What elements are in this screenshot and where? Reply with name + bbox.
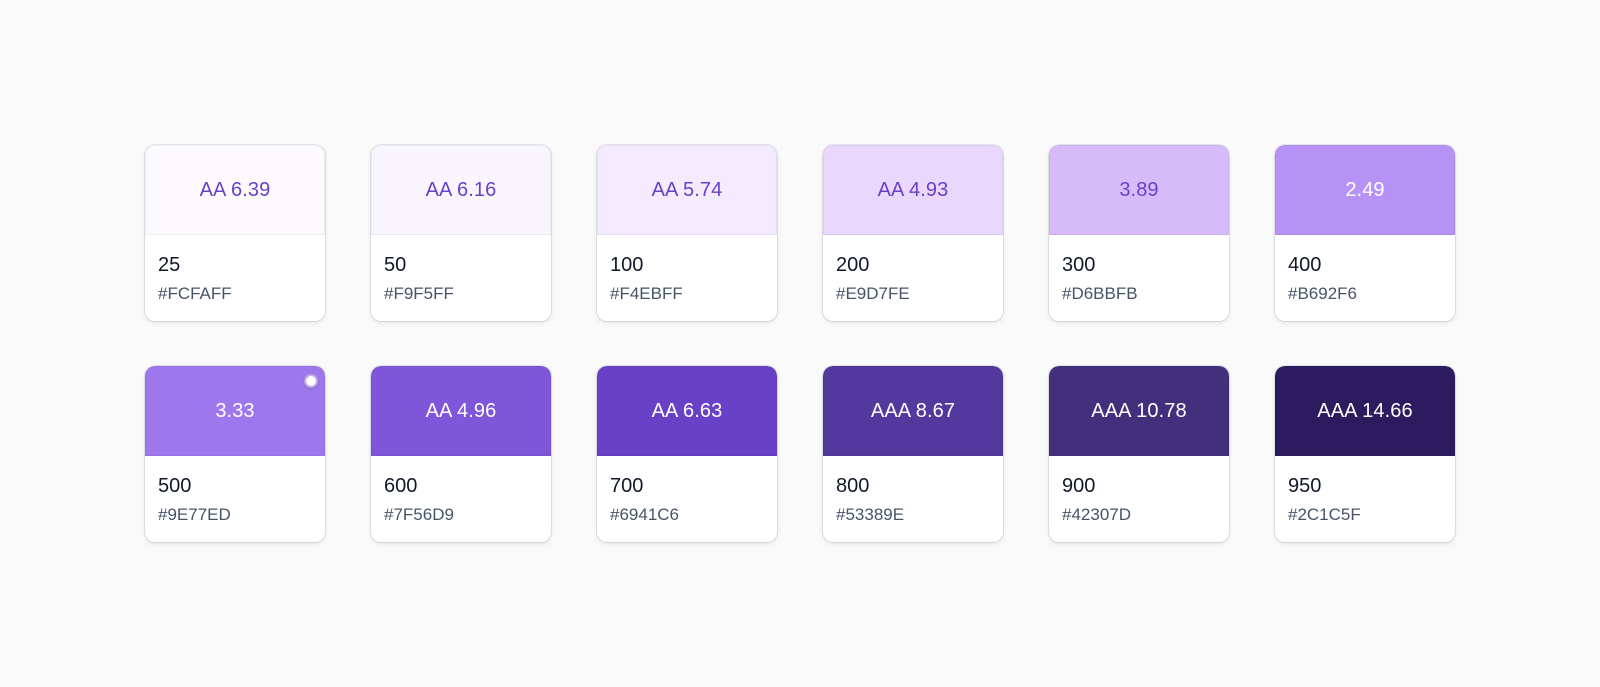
swatch-hex-label: #42307D xyxy=(1062,505,1132,524)
swatch-card-200[interactable]: AA 4.93 200 #E9D7FE xyxy=(823,145,1003,321)
swatch-color-block: AA 4.96 xyxy=(371,366,551,456)
swatch-card-900[interactable]: AAA 10.78 900 #42307D xyxy=(1049,366,1229,542)
swatch-step-label: 200 xyxy=(836,254,870,276)
swatch-hex-label: #E9D7FE xyxy=(836,284,910,303)
swatch-hex-label: #F4EBFF xyxy=(610,284,683,303)
color-palette-grid: AA 6.39 25 #FCFAFF AA 6.16 50 #F9F5FF AA… xyxy=(145,145,1455,542)
swatch-color-block: 3.89 xyxy=(1049,145,1229,235)
swatch-info: 500 #9E77ED xyxy=(145,456,325,526)
swatch-step-label: 900 xyxy=(1062,475,1096,497)
swatch-hex-label: #B692F6 xyxy=(1288,284,1357,303)
swatch-color-block: AA 5.74 xyxy=(597,145,777,235)
swatch-color-block: 3.33 xyxy=(145,366,325,456)
swatch-hex-label: #7F56D9 xyxy=(384,505,454,524)
swatch-info: 300 #D6BBFB xyxy=(1049,235,1229,305)
swatch-step-label: 100 xyxy=(610,254,644,276)
swatch-color-block: AA 6.39 xyxy=(145,145,325,235)
swatch-info: 100 #F4EBFF xyxy=(597,235,777,305)
swatch-info: 25 #FCFAFF xyxy=(145,235,325,305)
swatch-step-label: 400 xyxy=(1288,254,1322,276)
swatch-info: 900 #42307D xyxy=(1049,456,1229,526)
swatch-hex-label: #53389E xyxy=(836,505,905,524)
swatch-step-label: 300 xyxy=(1062,254,1096,276)
swatch-step-label: 800 xyxy=(836,475,870,497)
swatch-color-block: AAA 14.66 xyxy=(1275,366,1455,456)
swatch-hex-label: #9E77ED xyxy=(158,505,231,524)
swatch-info: 700 #6941C6 xyxy=(597,456,777,526)
swatch-step-label: 25 xyxy=(158,254,181,276)
swatch-info: 600 #7F56D9 xyxy=(371,456,551,526)
swatch-card-600[interactable]: AA 4.96 600 #7F56D9 xyxy=(371,366,551,542)
swatch-card-400[interactable]: 2.49 400 #B692F6 xyxy=(1275,145,1455,321)
swatch-card-950[interactable]: AAA 14.66 950 #2C1C5F xyxy=(1275,366,1455,542)
swatch-card-25[interactable]: AA 6.39 25 #FCFAFF xyxy=(145,145,325,321)
swatch-step-label: 950 xyxy=(1288,475,1322,497)
swatch-color-block: AA 6.16 xyxy=(371,145,551,235)
swatch-color-block: AA 6.63 xyxy=(597,366,777,456)
swatch-card-700[interactable]: AA 6.63 700 #6941C6 xyxy=(597,366,777,542)
swatch-step-label: 700 xyxy=(610,475,644,497)
swatch-step-label: 600 xyxy=(384,475,418,497)
swatch-hex-label: #6941C6 xyxy=(610,505,680,524)
swatch-step-label: 50 xyxy=(384,254,407,276)
swatch-card-800[interactable]: AAA 8.67 800 #53389E xyxy=(823,366,1003,542)
swatch-card-100[interactable]: AA 5.74 100 #F4EBFF xyxy=(597,145,777,321)
swatch-color-block: 2.49 xyxy=(1275,145,1455,235)
swatch-info: 400 #B692F6 xyxy=(1275,235,1455,305)
swatch-hex-label: #FCFAFF xyxy=(158,284,232,303)
swatch-info: 50 #F9F5FF xyxy=(371,235,551,305)
swatch-card-50[interactable]: AA 6.16 50 #F9F5FF xyxy=(371,145,551,321)
swatch-info: 200 #E9D7FE xyxy=(823,235,1003,305)
swatch-step-label: 500 xyxy=(158,475,192,497)
swatch-hex-label: #F9F5FF xyxy=(384,284,454,303)
swatch-color-block: AAA 10.78 xyxy=(1049,366,1229,456)
swatch-hex-label: #D6BBFB xyxy=(1062,284,1138,303)
swatch-card-500[interactable]: 3.33 500 #9E77ED xyxy=(145,366,325,542)
swatch-color-block: AAA 8.67 xyxy=(823,366,1003,456)
swatch-info: 950 #2C1C5F xyxy=(1275,456,1455,526)
swatch-color-block: AA 4.93 xyxy=(823,145,1003,235)
swatch-hex-label: #2C1C5F xyxy=(1288,505,1361,524)
swatch-card-300[interactable]: 3.89 300 #D6BBFB xyxy=(1049,145,1229,321)
selected-indicator-icon xyxy=(304,374,318,388)
swatch-info: 800 #53389E xyxy=(823,456,1003,526)
